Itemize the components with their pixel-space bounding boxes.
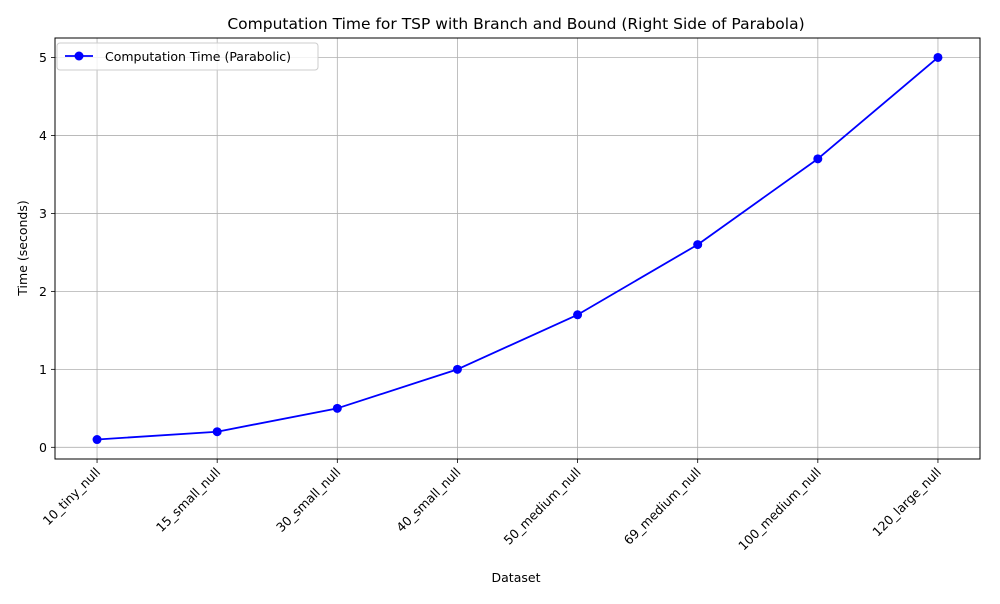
data-point: [212, 427, 222, 437]
x-tick-label: 10_tiny_null: [40, 465, 104, 529]
legend-box: [56, 42, 319, 71]
data-point: [573, 310, 583, 320]
y-tick-label: 2: [39, 284, 47, 299]
data-point: [332, 403, 342, 413]
legend-entry-label: Computation Time (Parabolic): [105, 49, 291, 64]
plot-frame: [54, 37, 981, 460]
x-tick-label: 40_small_null: [393, 465, 463, 535]
grid-lines: [55, 38, 980, 459]
x-tick-label: 100_medium_null: [735, 465, 824, 554]
data-point: [933, 52, 943, 62]
x-axis: 10_tiny_null 15_small_null 30_small_null 40…: [40, 459, 944, 553]
legend-marker-swatch: [74, 51, 84, 61]
y-axis: 0 1 2 3 4 5: [39, 50, 55, 455]
y-axis-label: Time (seconds): [15, 200, 30, 296]
y-tick-label: 5: [39, 50, 47, 65]
y-tick-label: 4: [39, 128, 47, 143]
chart-title: Computation Time for TSP with Branch and…: [227, 15, 804, 33]
data-point: [693, 240, 703, 250]
series-layer: [92, 52, 943, 445]
data-point: [92, 435, 102, 445]
x-tick-label: 120_large_null: [869, 465, 944, 540]
data-point: [452, 364, 462, 374]
x-tick-label: 50_medium_null: [501, 465, 584, 548]
x-tick-label: 15_small_null: [153, 465, 223, 535]
data-point: [813, 154, 823, 164]
series-line: [96, 56, 939, 441]
x-axis-label: Dataset: [492, 570, 541, 585]
legend: Computation Time (Parabolic): [56, 42, 319, 71]
y-tick-label: 0: [39, 440, 47, 455]
x-tick-label: 30_small_null: [273, 465, 343, 535]
y-tick-label: 1: [39, 362, 47, 377]
x-tick-label: 69_medium_null: [621, 465, 704, 548]
y-tick-label: 3: [39, 206, 47, 221]
